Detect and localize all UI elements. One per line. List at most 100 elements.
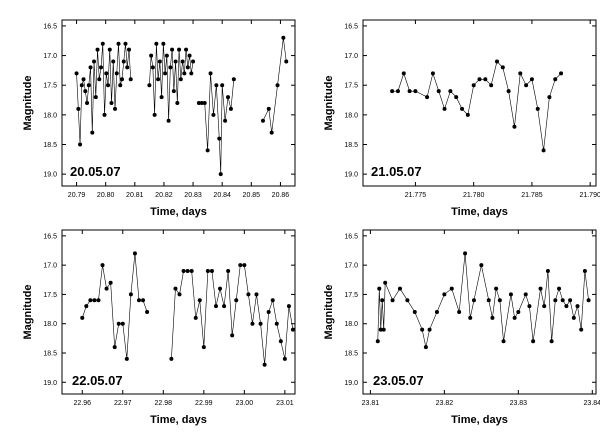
- data-point: [463, 251, 468, 256]
- data-point: [197, 298, 202, 303]
- plot-frame: [61, 229, 296, 395]
- data-point: [423, 345, 428, 350]
- y-tick-label: 18.5: [43, 142, 57, 149]
- data-point: [258, 321, 263, 326]
- data-point: [501, 339, 506, 344]
- y-tick-label: 19.0: [344, 380, 358, 387]
- data-point: [582, 269, 587, 273]
- light-curve-panel: 20.79 20.80 20.81 20.82 20.83 20.84 20.85 20.86…: [22, 19, 296, 218]
- y-tick-label: 19.0: [344, 172, 358, 179]
- data-point: [483, 77, 488, 82]
- data-point: [218, 286, 223, 291]
- data-point: [290, 327, 295, 332]
- data-point: [205, 269, 210, 273]
- x-tick-label: 20.85: [243, 192, 261, 199]
- data-point: [154, 41, 159, 46]
- series-line: [262, 37, 287, 133]
- data-point: [547, 95, 552, 100]
- data-point: [553, 298, 558, 303]
- series-line: [81, 253, 148, 359]
- data-point: [575, 304, 580, 309]
- data-point: [454, 95, 459, 100]
- data-point: [413, 89, 418, 94]
- data-point: [78, 142, 83, 147]
- x-tick-label: 20.86: [272, 192, 290, 199]
- y-tick-label: 16.5: [344, 233, 358, 240]
- y-tick-label: 18.5: [43, 351, 57, 358]
- data-point: [109, 101, 114, 105]
- data-point: [497, 298, 502, 303]
- data-point: [559, 71, 564, 76]
- data-point: [218, 172, 223, 177]
- data-point: [156, 77, 161, 82]
- data-point: [96, 298, 101, 303]
- x-tick-label: 22.96: [73, 400, 91, 407]
- data-point: [420, 327, 425, 332]
- data-point: [260, 118, 265, 123]
- x-tick-label: 23.84: [584, 400, 600, 407]
- y-tick-label: 18.0: [344, 321, 358, 328]
- light-curve-panel: 21.775 21.780 21.785 21.790 16.5 17.0 17.5 18.0…: [323, 19, 600, 218]
- data-point: [104, 71, 109, 76]
- data-point: [549, 339, 554, 344]
- x-tick-label: 21.790: [579, 192, 600, 199]
- data-point: [564, 304, 569, 309]
- data-point: [166, 118, 171, 123]
- data-point: [118, 83, 123, 88]
- data-point: [226, 95, 231, 100]
- date-label: 22.05.07: [72, 373, 123, 388]
- data-point: [568, 298, 573, 303]
- x-tick-label: 23.81: [362, 400, 380, 407]
- data-point: [170, 47, 175, 52]
- data-point: [477, 77, 482, 82]
- data-point: [100, 263, 105, 268]
- data-point: [427, 327, 432, 332]
- data-point: [104, 286, 109, 291]
- data-point: [238, 263, 243, 268]
- data-point: [125, 65, 130, 70]
- data-point: [486, 298, 491, 303]
- x-tick-label: 22.99: [195, 400, 213, 407]
- data-point: [434, 310, 439, 314]
- data-point: [209, 269, 214, 273]
- data-point: [523, 292, 528, 297]
- data-point: [490, 315, 495, 320]
- light-curve-panel: 23.81 23.82 23.83 23.84 16.5 17.0 17.5 18.0 18.5…: [323, 229, 600, 426]
- y-tick-label: 17.0: [43, 53, 57, 60]
- y-tick-label: 17.5: [43, 83, 57, 90]
- data-point: [180, 59, 185, 64]
- data-point: [535, 106, 540, 111]
- data-point: [448, 89, 453, 94]
- data-point: [375, 339, 380, 344]
- data-point: [494, 286, 499, 291]
- data-point: [92, 298, 97, 303]
- y-axis-label: Magnitude: [323, 285, 335, 340]
- data-point: [81, 77, 86, 82]
- x-tick-label: 23.00: [236, 400, 254, 407]
- data-point: [124, 356, 129, 361]
- data-point: [282, 356, 287, 361]
- data-point: [88, 65, 93, 70]
- data-point: [173, 286, 178, 291]
- data-point: [113, 106, 118, 111]
- data-point: [189, 269, 194, 273]
- data-point: [538, 286, 543, 291]
- data-point: [211, 112, 216, 117]
- data-point: [449, 286, 454, 291]
- data-point: [217, 136, 222, 141]
- y-axis-label: Magnitude: [22, 76, 34, 131]
- data-point: [506, 89, 511, 94]
- data-point: [278, 339, 283, 344]
- data-point: [571, 315, 576, 320]
- data-point: [83, 89, 88, 94]
- data-point: [136, 298, 141, 303]
- data-point: [123, 41, 128, 46]
- data-point: [425, 95, 430, 100]
- data-point: [512, 315, 517, 320]
- series-line: [171, 264, 294, 365]
- data-point: [121, 59, 126, 64]
- data-point: [266, 106, 271, 111]
- data-point: [231, 77, 236, 82]
- data-point: [401, 71, 406, 76]
- y-axis-label: Magnitude: [323, 76, 335, 131]
